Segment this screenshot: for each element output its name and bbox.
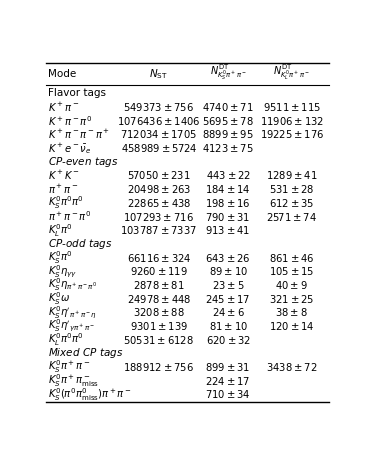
Text: $20498 \pm 263$: $20498 \pm 263$ [127,183,191,195]
Text: $N^{\rm DT}_{K^0_L\pi^+\pi^-}$: $N^{\rm DT}_{K^0_L\pi^+\pi^-}$ [273,62,310,82]
Text: $24 \pm 6$: $24 \pm 6$ [212,306,245,318]
Text: $K^0_S\pi^+\pi^-$: $K^0_S\pi^+\pi^-$ [49,359,91,375]
Text: $531 \pm 28$: $531 \pm 28$ [269,183,314,195]
Text: $K^+K^-$: $K^+K^-$ [49,169,81,182]
Text: $8899 \pm 95$: $8899 \pm 95$ [202,128,254,141]
Text: $24978 \pm 448$: $24978 \pm 448$ [127,293,191,304]
Text: $9511 \pm 115$: $9511 \pm 115$ [263,101,321,113]
Text: $2571 \pm 74$: $2571 \pm 74$ [266,211,317,223]
Text: $K^0_S\pi^0$: $K^0_S\pi^0$ [49,249,73,266]
Text: $861 \pm 46$: $861 \pm 46$ [269,251,315,264]
Text: $N_{\rm ST}$: $N_{\rm ST}$ [149,67,168,81]
Text: $K^0_S\eta_{\pi^+\pi^-\pi^0}$: $K^0_S\eta_{\pi^+\pi^-\pi^0}$ [49,277,98,293]
Text: $CP$-even tags: $CP$-even tags [49,155,119,169]
Text: $612 \pm 35$: $612 \pm 35$ [269,197,314,209]
Text: $K^0_S\omega$: $K^0_S\omega$ [49,290,70,307]
Text: $4123 \pm 75$: $4123 \pm 75$ [202,142,254,154]
Text: $K^0_S\eta'_{\gamma\pi^+\pi^-}$: $K^0_S\eta'_{\gamma\pi^+\pi^-}$ [49,318,96,335]
Text: $66116 \pm 324$: $66116 \pm 324$ [127,251,191,264]
Text: $23 \pm 5$: $23 \pm 5$ [212,279,244,291]
Text: Flavor tags: Flavor tags [49,88,107,98]
Text: $620 \pm 32$: $620 \pm 32$ [205,334,251,346]
Text: $105 \pm 15$: $105 \pm 15$ [269,265,314,277]
Text: $50531 \pm 6128$: $50531 \pm 6128$ [123,334,194,346]
Text: $198 \pm 16$: $198 \pm 16$ [205,197,251,209]
Text: $913 \pm 41$: $913 \pm 41$ [205,224,251,236]
Text: $188912 \pm 756$: $188912 \pm 756$ [123,361,194,373]
Text: $3438 \pm 72$: $3438 \pm 72$ [266,361,318,373]
Text: $549373 \pm 756$: $549373 \pm 756$ [123,101,194,113]
Text: $4740 \pm 71$: $4740 \pm 71$ [202,101,254,113]
Text: $K^0_S\eta_{\gamma\gamma}$: $K^0_S\eta_{\gamma\gamma}$ [49,263,77,280]
Text: $K^0_S(\pi^0\pi^0_{\rm miss})\pi^+\pi^-$: $K^0_S(\pi^0\pi^0_{\rm miss})\pi^+\pi^-$ [49,386,132,403]
Text: $K^+\pi^-\pi^-\pi^+$: $K^+\pi^-\pi^-\pi^+$ [49,128,111,141]
Text: $458989 \pm 5724$: $458989 \pm 5724$ [120,142,197,154]
Text: $103787 \pm 7337$: $103787 \pm 7337$ [120,224,197,236]
Text: $120 \pm 14$: $120 \pm 14$ [269,320,315,332]
Text: $22865 \pm 438$: $22865 \pm 438$ [127,197,191,209]
Text: $89 \pm 10$: $89 \pm 10$ [208,265,247,277]
Text: $5695 \pm 78$: $5695 \pm 78$ [202,114,254,127]
Text: $3208 \pm 88$: $3208 \pm 88$ [133,306,185,318]
Text: $K^+e^-\bar{\nu}_e$: $K^+e^-\bar{\nu}_e$ [49,141,92,155]
Text: $9260 \pm 119$: $9260 \pm 119$ [130,265,188,277]
Text: $K^+\pi^-\pi^0$: $K^+\pi^-\pi^0$ [49,114,93,128]
Text: $CP$-odd tags: $CP$-odd tags [49,237,113,251]
Text: $K^+\pi^-$: $K^+\pi^-$ [49,101,80,114]
Text: $443 \pm 22$: $443 \pm 22$ [205,169,251,181]
Text: $790 \pm 31$: $790 \pm 31$ [205,211,251,223]
Text: $321 \pm 25$: $321 \pm 25$ [269,293,314,304]
Text: $81 \pm 10$: $81 \pm 10$ [208,320,247,332]
Text: $N^{\rm DT}_{K^0_S\pi^+\pi^-}$: $N^{\rm DT}_{K^0_S\pi^+\pi^-}$ [210,62,246,82]
Text: $9301 \pm 139$: $9301 \pm 139$ [130,320,188,332]
Text: $1076436 \pm 1406$: $1076436 \pm 1406$ [117,114,201,127]
Text: $40 \pm 9$: $40 \pm 9$ [276,279,308,291]
Text: $\pi^+\pi^-\pi^0$: $\pi^+\pi^-\pi^0$ [49,210,92,224]
Text: $245 \pm 17$: $245 \pm 17$ [205,293,251,304]
Text: Mixed $CP$ tags: Mixed $CP$ tags [49,346,124,361]
Text: $107293 \pm 716$: $107293 \pm 716$ [123,211,194,223]
Text: $K^0_S\eta'_{\pi^+\pi^-\eta}$: $K^0_S\eta'_{\pi^+\pi^-\eta}$ [49,304,97,321]
Text: $184 \pm 14$: $184 \pm 14$ [205,183,251,195]
Text: $899 \pm 31$: $899 \pm 31$ [205,361,251,373]
Text: $712034 \pm 1705$: $712034 \pm 1705$ [120,128,197,141]
Text: $1289 \pm 41$: $1289 \pm 41$ [266,169,318,181]
Text: $K^0_L\pi^0\pi^0$: $K^0_L\pi^0\pi^0$ [49,331,84,348]
Text: $38 \pm 8$: $38 \pm 8$ [276,306,308,318]
Text: $19225 \pm 176$: $19225 \pm 176$ [260,128,324,141]
Text: $57050 \pm 231$: $57050 \pm 231$ [127,169,191,181]
Text: $11906 \pm 132$: $11906 \pm 132$ [260,114,324,127]
Text: $2878 \pm 81$: $2878 \pm 81$ [133,279,185,291]
Text: $\pi^+\pi^-$: $\pi^+\pi^-$ [49,183,79,196]
Text: Mode: Mode [49,69,77,79]
Text: $K^0_L\pi^0$: $K^0_L\pi^0$ [49,222,73,238]
Text: $K^0_S\pi^0\pi^0$: $K^0_S\pi^0\pi^0$ [49,194,84,211]
Text: $643 \pm 26$: $643 \pm 26$ [205,251,251,264]
Text: $224 \pm 17$: $224 \pm 17$ [205,375,251,387]
Text: $710 \pm 34$: $710 \pm 34$ [205,388,251,401]
Text: $K^0_S\pi^+\pi^-_{\rm miss}$: $K^0_S\pi^+\pi^-_{\rm miss}$ [49,372,100,389]
